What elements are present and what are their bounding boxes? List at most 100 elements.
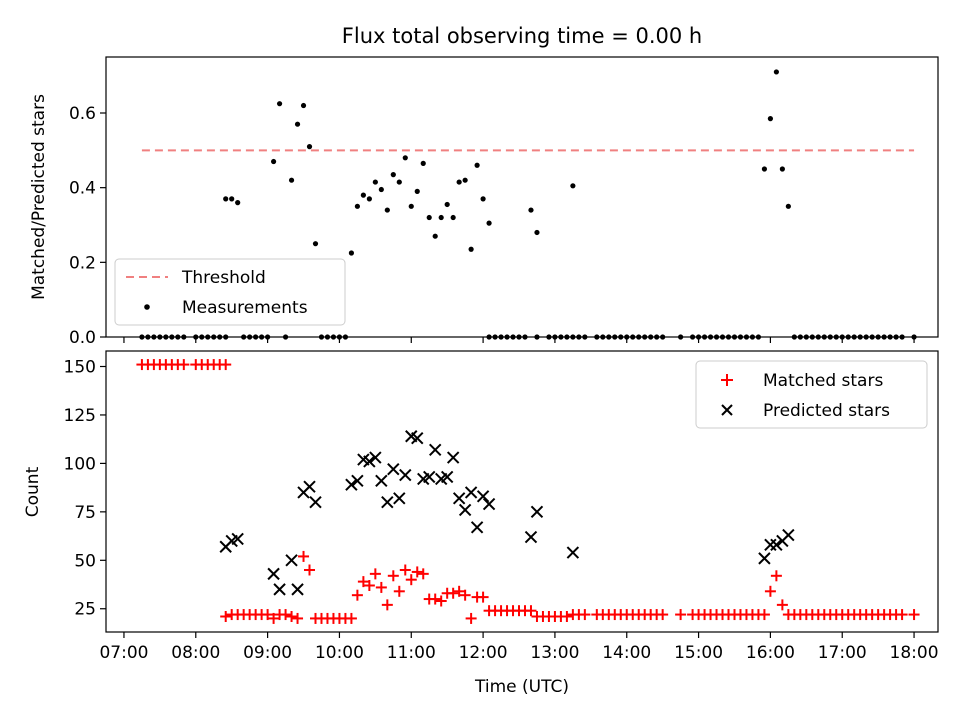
legend-matched-label: Matched stars — [763, 371, 883, 391]
legend-measurements-label: Measurements — [182, 298, 308, 318]
matched-point — [345, 612, 357, 624]
predicted-point — [309, 495, 322, 509]
measurement-point — [420, 160, 426, 166]
matched-point — [375, 581, 387, 593]
predicted-point — [363, 455, 376, 468]
predicted-point — [482, 497, 496, 511]
matched-point — [896, 609, 908, 621]
matched-point — [304, 564, 316, 576]
measurement-point — [528, 207, 534, 213]
measurement-point — [773, 69, 779, 75]
measurement-point — [426, 214, 432, 221]
matched-point — [764, 585, 776, 597]
matched-point — [292, 612, 304, 624]
measurement-point — [450, 214, 456, 221]
top-panel: Matched/Predicted stars 0.0 0.2 0.4 0.6 Thr… — [29, 56, 939, 348]
matched-point — [268, 612, 280, 624]
bottom-x-ticks: 07:00 08:00 09:00 10:00 11:00 12:00 13:00 14:00… — [99, 632, 939, 663]
matched-point — [417, 568, 429, 580]
bottom-y-tick-label: 25 — [74, 600, 96, 620]
x-tick-label: 07:00 — [99, 643, 148, 663]
measurement-point — [396, 179, 402, 185]
predicted-point — [446, 451, 460, 464]
predicted-point — [345, 478, 358, 491]
predicted-point — [411, 431, 424, 445]
bottom-panel: Count 25 50 75 100 125 150 07:00 08:00 09:00 10:… — [23, 350, 939, 697]
measurement-point — [390, 172, 396, 178]
predicted-point — [476, 490, 490, 503]
predicted-point — [458, 503, 472, 517]
predicted-point — [291, 583, 304, 596]
matched-point — [393, 585, 405, 597]
legend-threshold-label: Threshold — [181, 268, 266, 288]
predicted-point — [452, 492, 466, 505]
measurement-point — [276, 101, 283, 107]
measurement-point — [270, 158, 277, 165]
predicted-point — [351, 474, 364, 488]
matched-point — [435, 595, 447, 607]
measurement-point — [414, 188, 420, 194]
measurement-point — [480, 196, 486, 202]
measurement-point — [360, 192, 366, 198]
matched-point — [579, 609, 591, 621]
top-y-tick-label: 0.0 — [69, 328, 96, 348]
measurement-point — [223, 196, 229, 202]
measurement-point — [306, 144, 313, 150]
predicted-point — [530, 505, 544, 519]
measurement-point — [444, 201, 450, 208]
measurement-point — [767, 116, 774, 122]
top-y-axis-label: Matched/Predicted stars — [29, 94, 49, 300]
matched-point — [399, 564, 411, 576]
matched-points — [136, 359, 920, 624]
matched-point — [776, 599, 788, 611]
measurement-point — [408, 203, 414, 209]
matched-point — [429, 593, 441, 605]
x-tick-label: 16:00 — [746, 643, 795, 663]
measurement-point — [438, 214, 444, 221]
measurement-point — [432, 233, 438, 239]
matched-point — [381, 599, 393, 611]
measurement-point — [570, 183, 576, 189]
x-tick-label: 14:00 — [602, 643, 651, 663]
matched-point — [351, 589, 363, 601]
measurement-point — [235, 200, 241, 206]
top-y-tick-label: 0.4 — [69, 179, 96, 199]
x-tick-label: 09:00 — [243, 643, 292, 663]
measurement-point — [372, 179, 378, 185]
predicted-point — [267, 567, 280, 581]
top-y-tick-label: 0.6 — [69, 104, 96, 124]
measurement-point — [474, 162, 480, 168]
matched-point — [453, 585, 465, 597]
matched-point — [465, 612, 477, 624]
predicted-point — [381, 495, 394, 509]
legend-measurements-swatch — [144, 304, 150, 310]
legend-matched-swatch — [721, 374, 733, 386]
top-legend: Threshold Measurements — [114, 258, 346, 326]
matched-point — [525, 605, 537, 617]
matched-point — [280, 609, 292, 621]
predicted-point — [440, 470, 454, 484]
top-plot-frame — [105, 56, 939, 338]
x-axis-label: Time (UTC) — [474, 677, 569, 697]
bottom-y-tick-label: 125 — [64, 406, 96, 426]
bottom-y-ticks: 25 50 75 100 125 150 — [64, 358, 106, 620]
x-tick-label: 18:00 — [890, 643, 939, 663]
predicted-point — [770, 538, 783, 552]
top-y-ticks: 0.0 0.2 0.4 0.6 — [69, 104, 106, 348]
x-tick-label: 12:00 — [459, 643, 508, 663]
bottom-y-tick-label: 150 — [64, 358, 96, 378]
measurement-point — [312, 241, 319, 247]
matched-point — [561, 610, 573, 622]
measurement-point — [468, 246, 474, 252]
measurement-point — [378, 186, 384, 193]
predicted-point — [231, 532, 244, 546]
measurement-point — [761, 166, 768, 172]
matched-point — [908, 609, 920, 621]
predicted-point — [429, 443, 442, 457]
legend-predicted-swatch — [721, 404, 733, 416]
bottom-y-axis-label: Count — [23, 466, 43, 517]
legend-predicted-label: Predicted stars — [763, 401, 890, 421]
matched-point — [675, 609, 687, 621]
